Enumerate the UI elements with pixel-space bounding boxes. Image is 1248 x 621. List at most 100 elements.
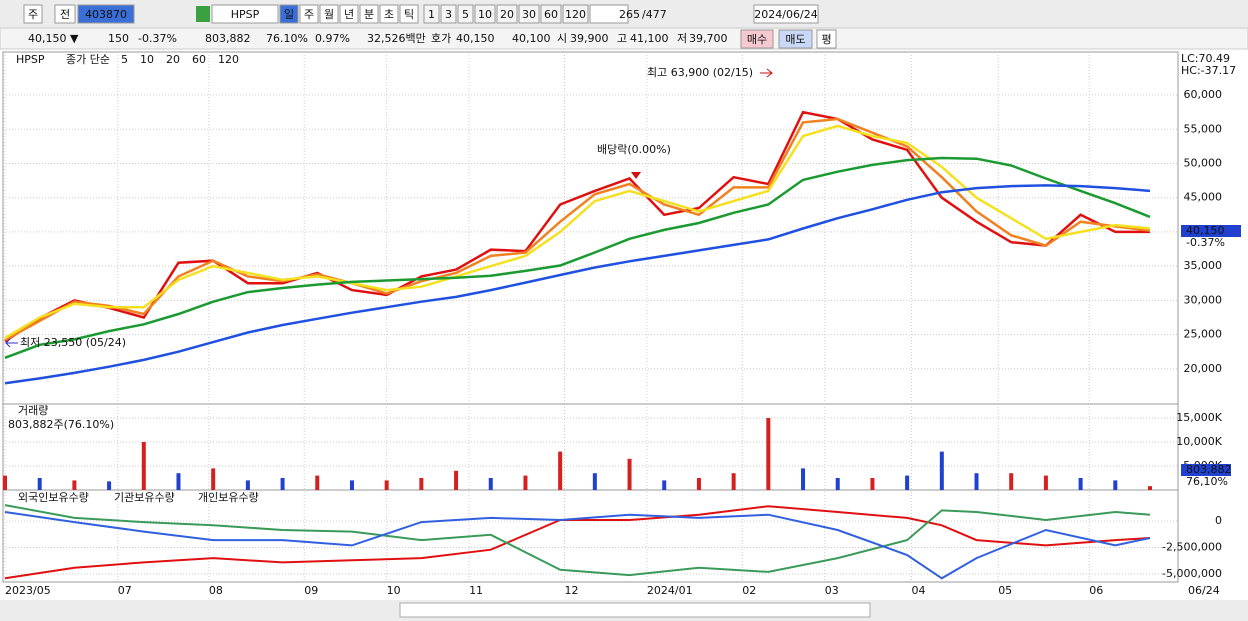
series-line [4, 110, 1150, 343]
holdings-panel [2, 489, 1179, 583]
scroll-thumb[interactable] [399, 602, 871, 618]
volume-bar [766, 418, 771, 490]
info-volume-pct: 76.10% [266, 32, 308, 45]
buy-button-box[interactable] [740, 29, 774, 49]
date-input-box[interactable] [753, 4, 819, 24]
prev-button-box[interactable] [54, 4, 76, 24]
multiplier-button-box[interactable] [562, 4, 589, 24]
x-tick-label: 07 [118, 584, 132, 597]
volume-bar [696, 478, 701, 490]
legend-entry: 20 [166, 53, 180, 66]
interval-button-box[interactable] [299, 4, 319, 24]
volume-bar [870, 478, 875, 490]
volume-bar [211, 468, 216, 490]
dividend-marker [631, 172, 641, 179]
series-line [4, 117, 1151, 342]
sell-button: 매도 [785, 33, 805, 46]
interval-button-box[interactable] [399, 4, 419, 24]
multiplier-button-box[interactable] [440, 4, 457, 24]
info-turnover: 0.97% [315, 32, 350, 45]
legend-entry: 10 [140, 53, 154, 66]
multiplier-button: 20 [500, 8, 514, 21]
info-open: 39,900 [570, 32, 609, 45]
legend-entry: 60 [192, 53, 206, 66]
x-tick-label: 09 [304, 584, 318, 597]
sell-button-box[interactable] [778, 29, 813, 49]
y-tick-label: 30,000 [1184, 293, 1223, 306]
ticker-label: HPSP [16, 53, 45, 66]
volume-bar [558, 451, 563, 490]
multiplier-button-box[interactable] [457, 4, 474, 24]
hc-label: HC:-37.17 [1181, 64, 1236, 77]
info-bar-bg [0, 27, 1248, 50]
x-tick-label: 04 [911, 584, 925, 597]
info-low-label: 저 [677, 32, 687, 45]
volume-bar [37, 478, 42, 490]
y-tick-label: 25,000 [1184, 328, 1223, 341]
multiplier-button: 120 [565, 8, 586, 21]
date-input: 2024/06/24 [754, 8, 817, 21]
current-price: 40,150 [1186, 224, 1225, 237]
period: 주 [28, 8, 38, 21]
info-price: 40,150 ▼ [28, 32, 79, 45]
name-input-box[interactable] [211, 4, 279, 24]
series-line [4, 504, 1151, 577]
volume-bar [107, 481, 112, 490]
period-box[interactable] [23, 4, 43, 24]
interval-button-box[interactable] [359, 4, 379, 24]
info-change: 150 [108, 32, 129, 45]
x-tick-label: 12 [564, 584, 578, 597]
multiplier-button: 5 [462, 8, 469, 21]
x-tick-label: 03 [825, 584, 839, 597]
volume-bar [905, 475, 910, 490]
buy-button: 매수 [747, 33, 767, 46]
multiplier-input[interactable] [589, 4, 629, 24]
interval-button: 틱 [404, 8, 414, 21]
volume-bar [419, 478, 424, 490]
multiplier-button-box[interactable] [518, 4, 540, 24]
info-volume: 803,882 [205, 32, 251, 45]
multiplier-button-box[interactable] [474, 4, 496, 24]
volume-current-box [1181, 464, 1231, 476]
info-low: 39,700 [689, 32, 728, 45]
code-input-box[interactable] [77, 4, 135, 24]
total: /477 [642, 8, 667, 21]
interval-button: 분 [364, 8, 374, 21]
volume-bar [454, 470, 459, 490]
legend-entry: 120 [218, 53, 239, 66]
x-tick-label: 10 [387, 584, 401, 597]
interval-button-box[interactable] [339, 4, 359, 24]
x-tick-label: 11 [469, 584, 483, 597]
x-end-label: 06/24 [1188, 584, 1220, 597]
interval-button: 년 [344, 8, 354, 21]
y-tick-label: -2,500,000 [1162, 541, 1222, 554]
x-tick-label: 08 [209, 584, 223, 597]
series-line [4, 505, 1151, 580]
volume-bar [176, 473, 181, 490]
volume-bar [280, 478, 285, 490]
holdings-legend: 개인보유수량 [198, 491, 259, 504]
interval-button-box[interactable] [279, 4, 299, 24]
volume-current: 803,882 [1186, 463, 1232, 476]
y-tick-label: 50,000 [1184, 156, 1223, 169]
logo [196, 6, 210, 22]
avg-button-box[interactable] [816, 29, 837, 49]
y-tick-label: 20,000 [1184, 362, 1223, 375]
multiplier-button: 30 [522, 8, 536, 21]
info-open-label: 시 [557, 32, 567, 45]
x-tick-label: 02 [742, 584, 756, 597]
interval-button-box[interactable] [379, 4, 399, 24]
interval-button-box[interactable] [319, 4, 339, 24]
legend-entry: 5 [121, 53, 128, 66]
multiplier-button-box[interactable] [423, 4, 440, 24]
multiplier-button: 3 [445, 8, 452, 21]
multiplier-button-box[interactable] [540, 4, 562, 24]
volume-bar [523, 475, 528, 490]
current-price-box [1181, 225, 1241, 237]
y-tick-label: 60,000 [1184, 88, 1223, 101]
holdings-legend: 외국인보유수량 [18, 491, 89, 504]
multiplier-button-box[interactable] [496, 4, 518, 24]
interval-button: 일 [284, 7, 294, 21]
